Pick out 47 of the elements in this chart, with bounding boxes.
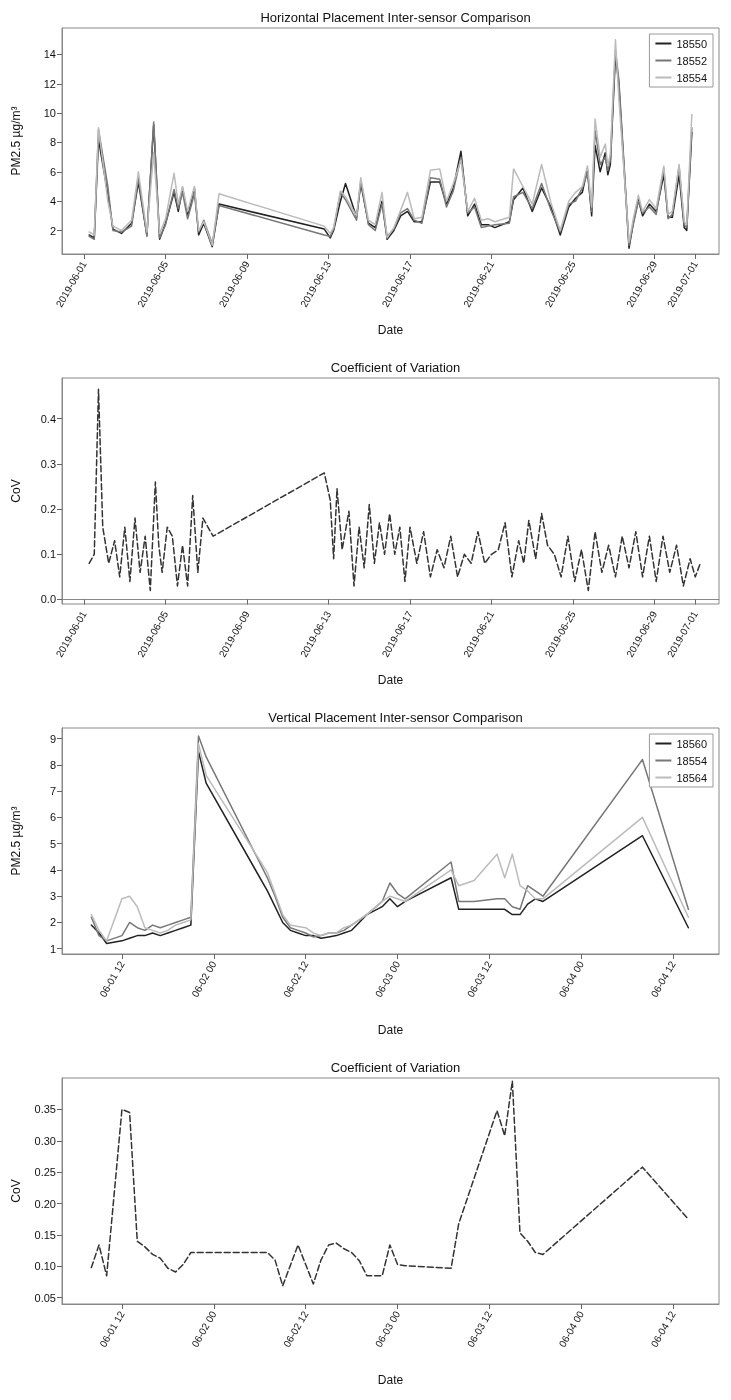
y-tick-label: 2 xyxy=(49,224,56,237)
y-tick-label: 0.10 xyxy=(34,1260,56,1273)
y-tick-label: 3 xyxy=(49,890,56,903)
y-tick-label: 12 xyxy=(43,77,56,90)
chart-title: Horizontal Placement Inter-sensor Comparison xyxy=(260,10,531,25)
y-axis-title: PM2.5 µg/m³ xyxy=(9,106,23,176)
y-tick-label: 6 xyxy=(49,165,56,178)
y-tick-label: 0.05 xyxy=(34,1291,56,1304)
legend-label: 18554 xyxy=(676,754,708,767)
y-tick-label: 9 xyxy=(49,732,56,745)
y-tick-label: 14 xyxy=(43,48,56,61)
y-tick-label: 1 xyxy=(49,942,56,955)
x-axis-title: Date xyxy=(377,1023,404,1037)
y-tick-label: 6 xyxy=(49,811,56,824)
y-tick-label: 0.4 xyxy=(40,412,56,425)
chart-title: Vertical Placement Inter-sensor Comparison xyxy=(268,710,523,725)
legend-label: 18550 xyxy=(676,37,708,50)
y-tick-label: 0.2 xyxy=(40,503,56,516)
legend-label: 18564 xyxy=(676,771,708,784)
y-tick-label: 0.20 xyxy=(34,1197,56,1210)
y-tick-label: 0.0 xyxy=(40,593,56,606)
y-tick-label: 0.25 xyxy=(34,1166,56,1179)
y-tick-label: 4 xyxy=(49,863,56,876)
y-tick-label: 7 xyxy=(49,785,56,798)
chart-title: Coefficient of Variation xyxy=(330,1060,461,1075)
y-tick-label: 0.1 xyxy=(40,548,56,561)
y-tick-label: 8 xyxy=(49,758,56,771)
y-tick-label: 0.15 xyxy=(34,1228,56,1241)
legend-label: 18554 xyxy=(676,71,708,84)
line-series xyxy=(88,388,702,592)
y-axis-title: CoV xyxy=(9,479,23,503)
y-tick-label: 2 xyxy=(49,916,56,929)
y-tick-label: 0.3 xyxy=(40,457,56,470)
chart-title: Coefficient of Variation xyxy=(330,360,461,375)
y-tick-label: 0.30 xyxy=(34,1134,56,1147)
legend-label: 18560 xyxy=(676,737,708,750)
legend-label: 18552 xyxy=(676,54,708,67)
y-tick-label: 8 xyxy=(49,136,56,149)
y-axis-title: PM2.5 µg/m³ xyxy=(9,806,23,876)
x-axis-title: Date xyxy=(377,323,404,337)
y-axis-title: CoV xyxy=(9,1179,23,1203)
y-tick-label: 5 xyxy=(49,837,56,850)
x-axis-title: Date xyxy=(377,673,404,687)
y-tick-label: 4 xyxy=(49,195,56,208)
y-tick-label: 0.35 xyxy=(34,1103,56,1116)
x-axis-title: Date xyxy=(377,1373,404,1387)
y-tick-label: 10 xyxy=(43,107,56,120)
